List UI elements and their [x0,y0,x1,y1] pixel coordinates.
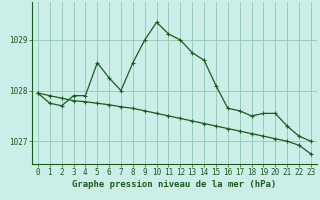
X-axis label: Graphe pression niveau de la mer (hPa): Graphe pression niveau de la mer (hPa) [72,180,276,189]
